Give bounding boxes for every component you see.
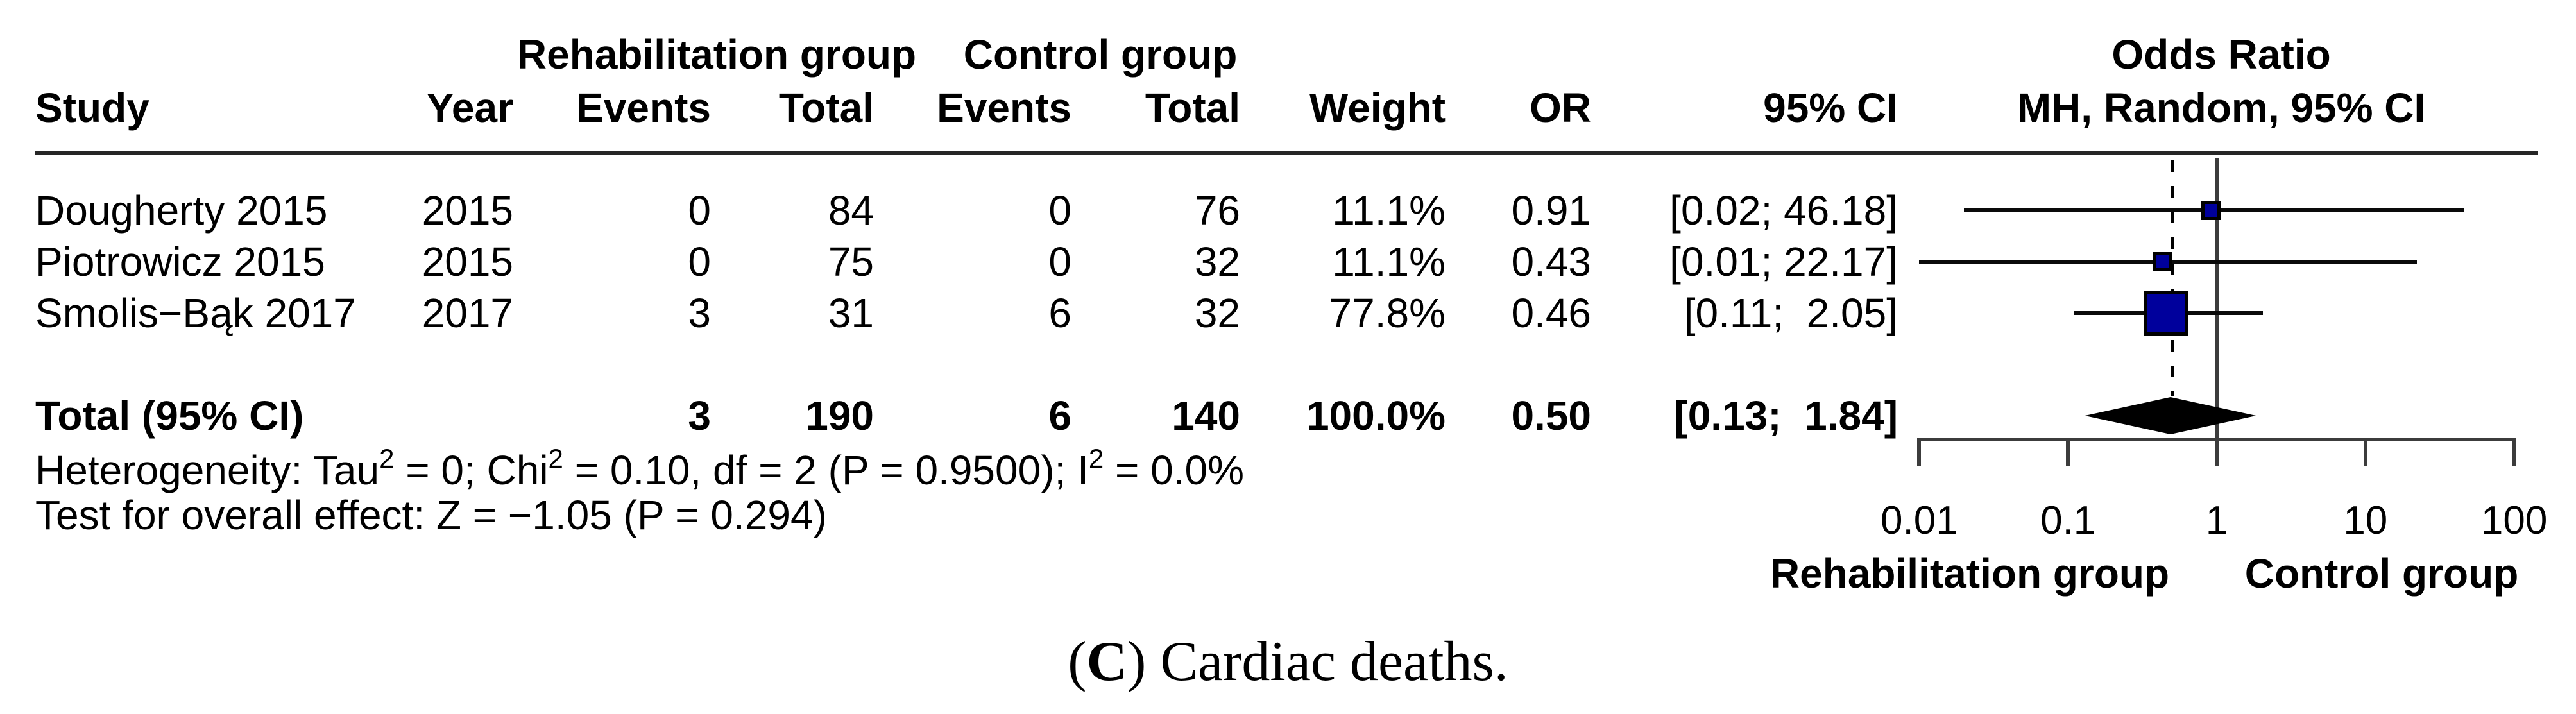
or-value: 0.91: [1511, 187, 1591, 234]
ci-value: [0.11; 2.05]: [1684, 290, 1898, 336]
x-axis-tick: [2512, 438, 2516, 466]
rehab-events-value: 0: [688, 239, 711, 285]
study-column-header: Study: [35, 85, 149, 131]
heterogeneity-text-segment: = 0.0%: [1104, 447, 1245, 493]
pooled-diamond: [2085, 397, 2256, 434]
total-rehab-events: 3: [688, 393, 711, 439]
rehab-total-value: 31: [828, 290, 874, 336]
rehab-total-value: 75: [828, 239, 874, 285]
rehab-group-header: Rehabilitation group: [516, 31, 917, 78]
heterogeneity-text-segment: = 0.10, df = 2 (P = 0.9500); I: [563, 447, 1089, 493]
rehab-events-value: 3: [688, 290, 711, 336]
control-events-value: 0: [1048, 187, 1071, 234]
control-events-column-header: Events: [937, 85, 1071, 131]
x-axis-tick-label: 10: [2343, 498, 2388, 543]
total-ci: [0.13; 1.84]: [1674, 393, 1898, 439]
study-name: Smolis−Bąk 2017: [35, 290, 356, 336]
control-total-value: 76: [1194, 187, 1240, 234]
study-name: Piotrowicz 2015: [35, 239, 325, 285]
x-axis-tick: [1917, 438, 1922, 466]
x-axis-tick-label: 1: [2205, 498, 2228, 543]
total-rehab-total: 190: [805, 393, 874, 439]
x-axis-tick: [2215, 438, 2219, 466]
x-axis-tick: [2066, 438, 2070, 466]
header-divider-line: [35, 151, 2538, 155]
heterogeneity-text: Heterogeneity: Tau2 = 0; Chi2 = 0.10, df…: [35, 443, 1245, 493]
or-square-marker: [2201, 201, 2221, 220]
x-axis-tick-label: 0.01: [1881, 498, 1958, 543]
or-square-marker: [2144, 291, 2189, 336]
rehab-total-value: 84: [828, 187, 874, 234]
study-year: 2015: [422, 187, 513, 234]
overall-effect-text: Test for overall effect: Z = −1.05 (P = …: [35, 492, 827, 538]
rehab-total-column-header: Total: [778, 85, 874, 131]
control-total-value: 32: [1194, 239, 1240, 285]
caption-panel-letter: C: [1086, 631, 1128, 693]
superscript: 2: [548, 443, 563, 473]
year-column-header: Year: [426, 85, 513, 131]
figure-caption: (C) Cardiac deaths.: [0, 631, 2576, 693]
rehab-events-column-header: Events: [576, 85, 711, 131]
axis-right-group-label: Control group: [2244, 550, 2519, 597]
or-value: 0.43: [1511, 239, 1591, 285]
control-group-header: Control group: [963, 31, 1238, 78]
ci-column-header: 95% CI: [1763, 85, 1898, 131]
axis-left-group-label: Rehabilitation group: [1770, 550, 2170, 597]
weight-value: 11.1%: [1332, 239, 1446, 285]
odds-ratio-title: Odds Ratio: [2111, 31, 2331, 78]
or-square-marker: [2153, 252, 2172, 271]
x-axis-tick-label: 0.1: [2040, 498, 2096, 543]
total-control-events: 6: [1048, 393, 1071, 439]
x-axis-tick: [2363, 438, 2367, 466]
weight-value: 77.8%: [1329, 290, 1446, 336]
rehab-events-value: 0: [688, 187, 711, 234]
x-axis-tick-label: 100: [2480, 498, 2548, 543]
superscript: 2: [1088, 443, 1104, 473]
odds-ratio-subtitle: MH, Random, 95% CI: [2017, 85, 2426, 131]
pooled-estimate-dashed-line: [2170, 160, 2174, 396]
superscript: 2: [379, 443, 395, 473]
caption-text: ) Cardiac deaths.: [1127, 631, 1508, 693]
ci-value: [0.02; 46.18]: [1669, 187, 1898, 234]
heterogeneity-text-segment: Heterogeneity: Tau: [35, 447, 380, 493]
study-year: 2017: [422, 290, 513, 336]
control-total-value: 32: [1194, 290, 1240, 336]
weight-value: 11.1%: [1332, 187, 1446, 234]
caption-open-paren: (: [1068, 631, 1087, 693]
ci-value: [0.01; 22.17]: [1669, 239, 1898, 285]
total-weight: 100.0%: [1306, 393, 1446, 439]
control-events-value: 6: [1048, 290, 1071, 336]
total-or: 0.50: [1511, 393, 1591, 439]
study-year: 2015: [422, 239, 513, 285]
or-column-header: OR: [1530, 85, 1591, 131]
null-effect-line: [2215, 158, 2219, 440]
control-events-value: 0: [1048, 239, 1071, 285]
total-control-total: 140: [1172, 393, 1240, 439]
or-value: 0.46: [1511, 290, 1591, 336]
weight-column-header: Weight: [1309, 85, 1446, 131]
study-name: Dougherty 2015: [35, 187, 328, 234]
heterogeneity-text-segment: = 0; Chi: [394, 447, 549, 493]
control-total-column-header: Total: [1145, 85, 1240, 131]
total-label: Total (95% CI): [35, 393, 304, 439]
